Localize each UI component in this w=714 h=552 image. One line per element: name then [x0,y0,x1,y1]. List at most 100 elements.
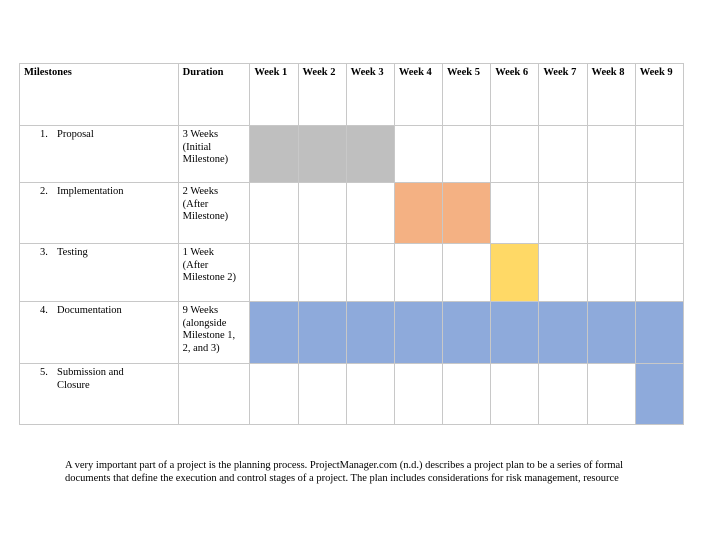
gantt-bar-cell [297,125,347,183]
week-cell [538,125,588,183]
gantt-bar-cell [345,125,395,183]
week-cell [490,182,540,244]
duration-text: (Initial [182,141,212,153]
week-cell [345,363,395,425]
week-cell [345,182,395,244]
gantt-bar-cell [393,182,444,244]
milestone-row: 2. Implementation 2 Weeks (After Milestone) [19,182,685,244]
duration-cell: 2 Weeks (After Milestone) [177,182,251,244]
duration-text: 2 Weeks [182,186,219,197]
milestone-number: 5. [40,367,48,378]
week-cell [490,363,540,425]
week-cell [586,243,636,302]
header-week-9: Week 9 [634,63,685,126]
week-cell [442,125,492,183]
duration-text: Milestone) [182,211,229,222]
paragraph-line-1: A very important part of a project is th… [65,460,624,471]
week-cell [586,182,636,244]
milestone-row: 1. Proposal 3 Weeks (Initial Milestone) [19,125,685,183]
week-cell [393,125,444,183]
header-week-2: Week 2 [297,63,347,126]
milestone-number: 3. [40,247,48,258]
paragraph-line-2: documents that define the execution and … [65,473,619,484]
gantt-bar-cell [490,301,540,364]
week-cell [634,182,685,244]
gantt-bar-cell [345,301,395,364]
milestone-name: Implementation [57,186,124,197]
gantt-bar-cell [586,301,636,364]
milestone-name: Documentation [57,305,122,316]
duration-cell: 3 Weeks (Initial Milestone) [177,125,251,183]
milestone-number: 2. [40,186,48,197]
week-cell [345,243,395,302]
duration-text: Milestone) [182,154,229,165]
header-week-8: Week 8 [586,63,636,126]
week-cell [442,243,492,302]
duration-cell [177,363,251,425]
milestone-number: 1. [40,129,48,140]
duration-text: 1 Week [182,247,214,258]
header-week-7: Week 7 [538,63,588,126]
milestone-name-cell: 4. Documentation [19,301,179,364]
gantt-bar-cell [538,301,588,364]
gantt-table: Milestones Duration Week 1 Week 2 Week 3… [19,63,685,425]
week-cell [297,243,347,302]
milestone-name: Submission and [57,367,124,378]
gantt-bar-cell [442,301,492,364]
gantt-bar-cell [297,301,347,364]
week-cell [393,243,444,302]
gantt-bar-cell [249,301,299,364]
header-week-5: Week 5 [442,63,492,126]
milestone-name-cell: 1. Proposal [19,125,179,183]
duration-cell: 9 Weeks (alongside Milestone 1, 2, and 3) [177,301,251,364]
week-cell [249,182,299,244]
milestone-name-cell: 3. Testing [19,243,179,302]
gantt-bar-cell [634,301,685,364]
duration-text: (After [182,198,209,210]
gantt-bar-cell [393,301,444,364]
gantt-bar-cell [490,243,540,302]
milestone-name-cell: 5. Submission and Closure [19,363,179,425]
milestone-number: 4. [40,305,48,316]
milestone-name: Proposal [57,129,94,140]
milestone-row: 4. Documentation 9 Weeks (alongside Mileston… [19,301,685,364]
milestone-row: 5. Submission and Closure [19,363,685,425]
duration-text: Milestone 1, [182,330,236,341]
week-cell [490,125,540,183]
week-cell [249,243,299,302]
gantt-bar-cell [442,182,492,244]
duration-text: (alongside [182,317,227,329]
week-cell [442,363,492,425]
week-cell [297,182,347,244]
week-cell [393,363,444,425]
duration-text: (After [182,259,209,271]
week-cell [586,363,636,425]
gantt-bar-cell [634,363,685,425]
week-cell [586,125,636,183]
week-cell [249,363,299,425]
duration-text: 2, and 3) [182,342,220,354]
header-duration: Duration [177,63,251,126]
week-cell [538,363,588,425]
week-cell [634,125,685,183]
header-week-3: Week 3 [345,63,395,126]
duration-cell: 1 Week (After Milestone 2) [177,243,251,302]
milestone-name: Testing [57,247,88,258]
gantt-bar-cell [249,125,299,183]
milestone-name: Closure [57,379,90,391]
header-week-6: Week 6 [490,63,540,126]
duration-text: 9 Weeks [182,305,219,316]
week-cell [538,182,588,244]
body-paragraph: A very important part of a project is th… [65,459,685,485]
header-row: Milestones Duration Week 1 Week 2 Week 3… [19,63,685,126]
header-week-1: Week 1 [249,63,299,126]
week-cell [538,243,588,302]
header-milestones: Milestones [19,63,179,126]
duration-text: 3 Weeks [182,129,219,140]
duration-text: Milestone 2) [182,272,237,283]
header-week-4: Week 4 [393,63,444,126]
milestone-name-cell: 2. Implementation [19,182,179,244]
milestone-row: 3. Testing 1 Week (After Milestone 2) [19,243,685,302]
week-cell [634,243,685,302]
week-cell [297,363,347,425]
